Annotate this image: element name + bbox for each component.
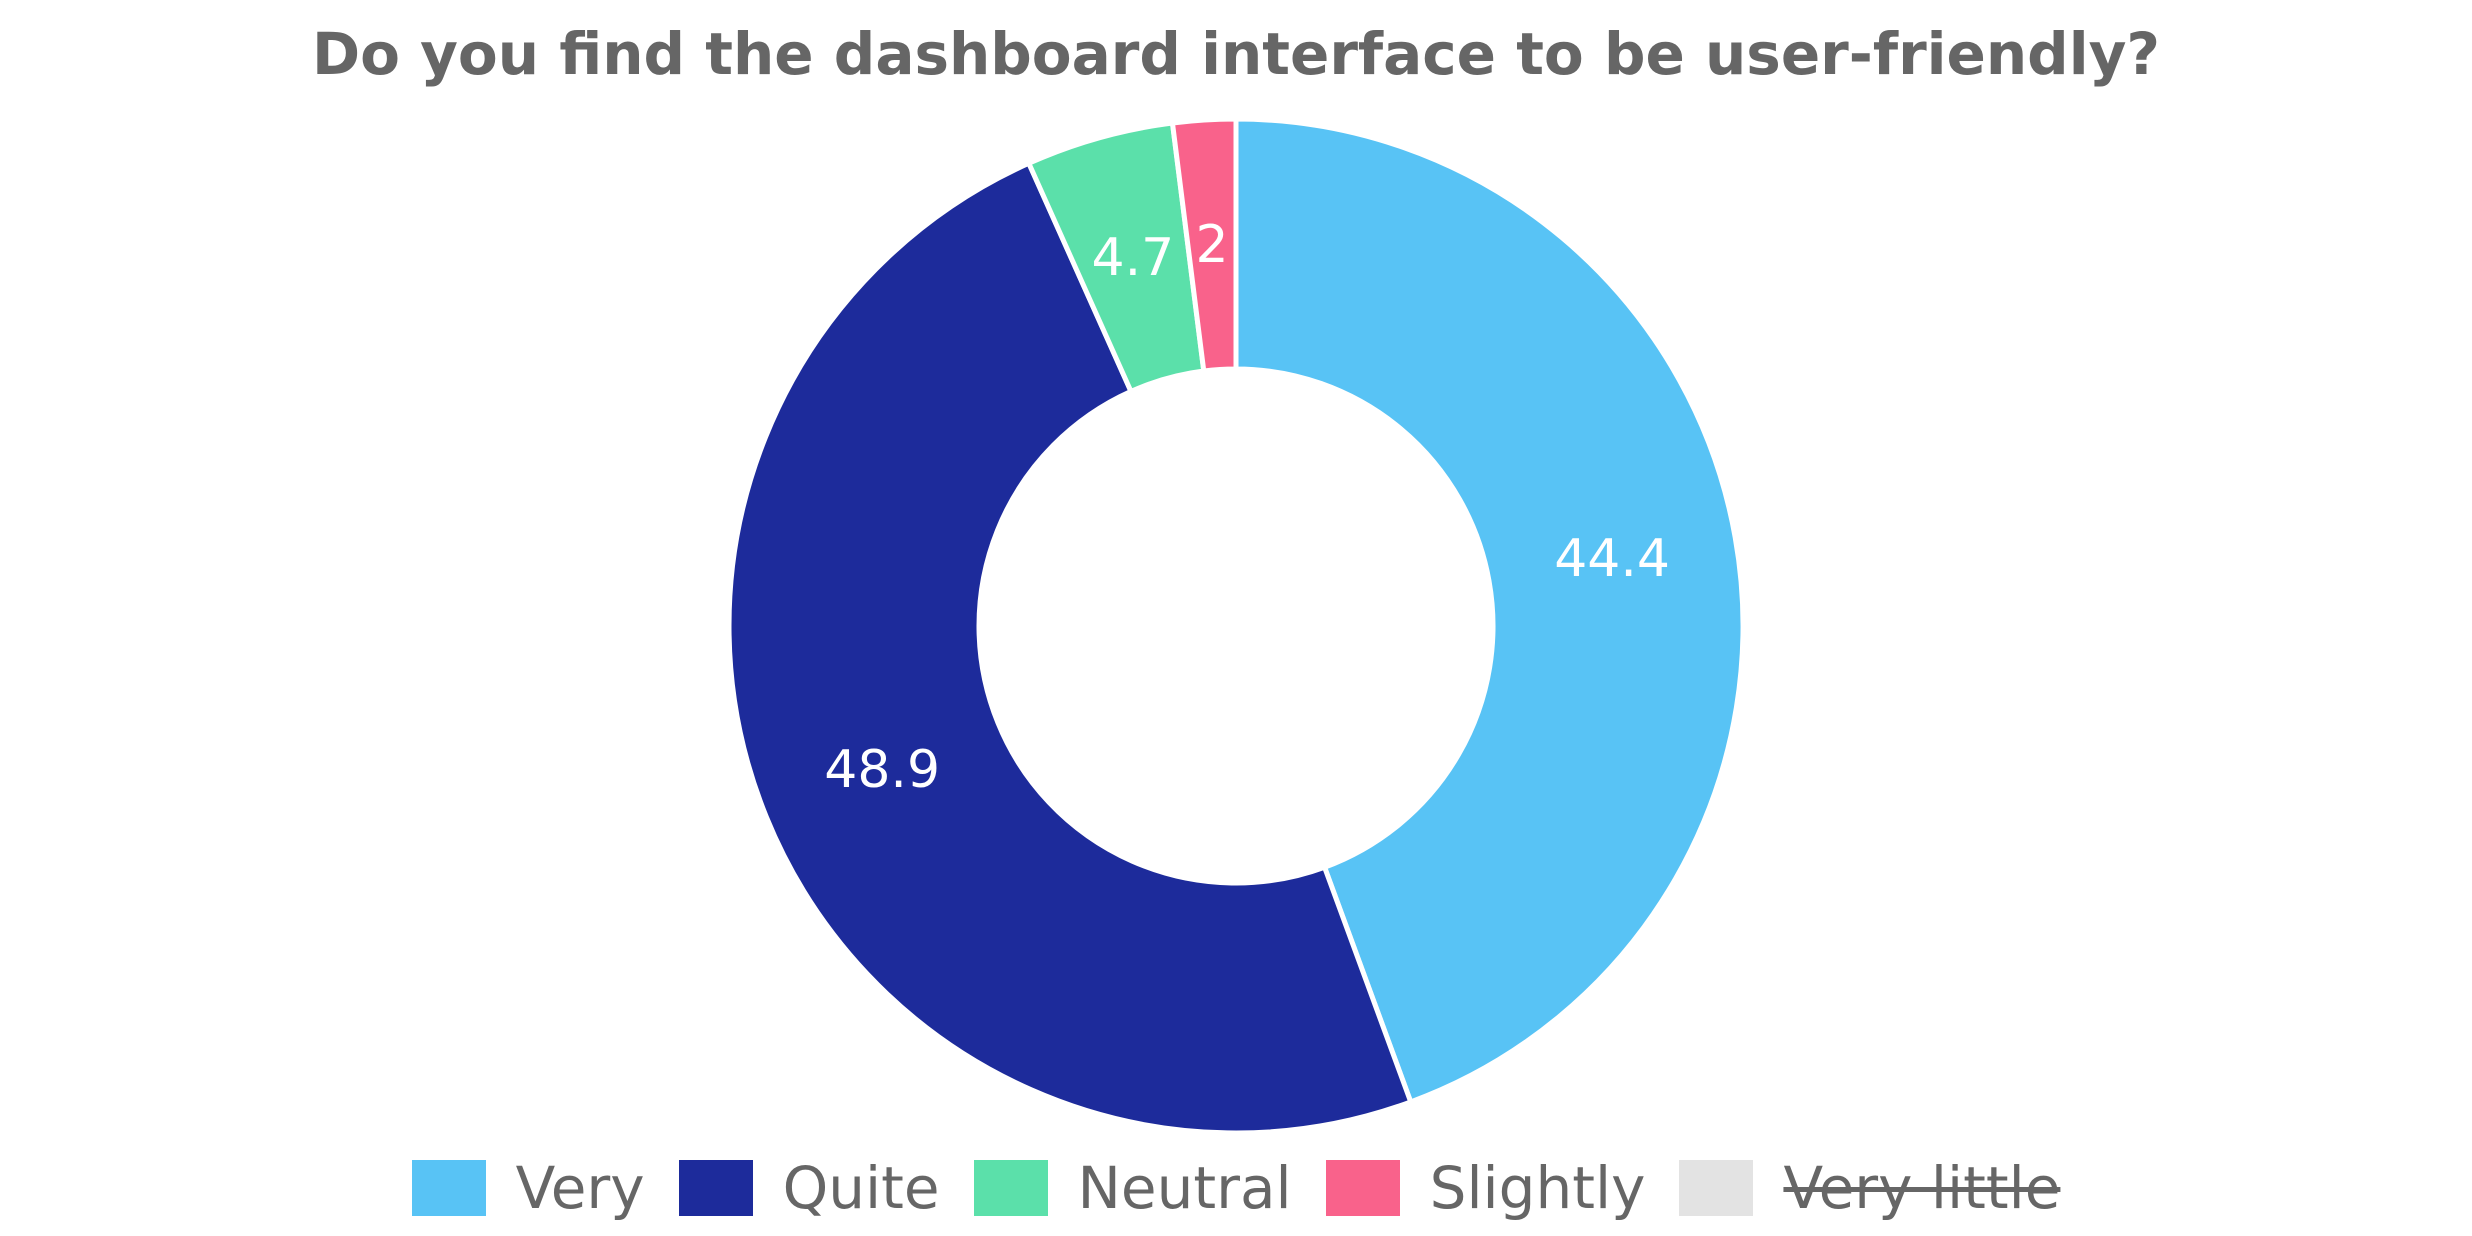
legend-item-very-little[interactable]: Very little	[1679, 1148, 2060, 1228]
slice-labels: 44.4 48.9 4.7 2	[824, 215, 1670, 800]
legend-swatch-quite	[678, 1160, 753, 1216]
donut-slice-slightly[interactable]	[1169, 116, 1239, 374]
legend-swatch-very-little	[1679, 1160, 1754, 1216]
donut-slice-very[interactable]	[1233, 116, 1746, 1106]
legend-swatch-slightly	[1325, 1160, 1400, 1216]
legend-item-very[interactable]: Very	[411, 1148, 645, 1228]
legend-label-quite: Quite	[782, 1154, 940, 1222]
slice-label-neutral: 4.7	[1092, 228, 1175, 288]
legend-label-neutral: Neutral	[1077, 1154, 1292, 1222]
legend-label-very-little: Very little	[1783, 1154, 2061, 1222]
legend-item-slightly[interactable]: Slightly	[1325, 1148, 1646, 1228]
legend: Very Quite Neutral Slightly Very little	[0, 1148, 2472, 1228]
chart-title: Do you find the dashboard interface to b…	[311, 20, 2161, 88]
legend-label-very: Very	[515, 1154, 645, 1222]
slice-label-slightly: 2	[1195, 215, 1228, 275]
legend-swatch-very	[411, 1160, 486, 1216]
legend-swatch-neutral	[973, 1160, 1048, 1216]
slice-label-very: 44.4	[1554, 529, 1670, 589]
slice-label-quite: 48.9	[824, 740, 940, 800]
donut-slices	[726, 116, 1746, 1136]
legend-item-neutral[interactable]: Neutral	[973, 1148, 1292, 1228]
legend-item-quite[interactable]: Quite	[678, 1148, 940, 1228]
legend-label-slightly: Slightly	[1429, 1154, 1646, 1222]
donut-slice-quite[interactable]	[726, 159, 1414, 1136]
